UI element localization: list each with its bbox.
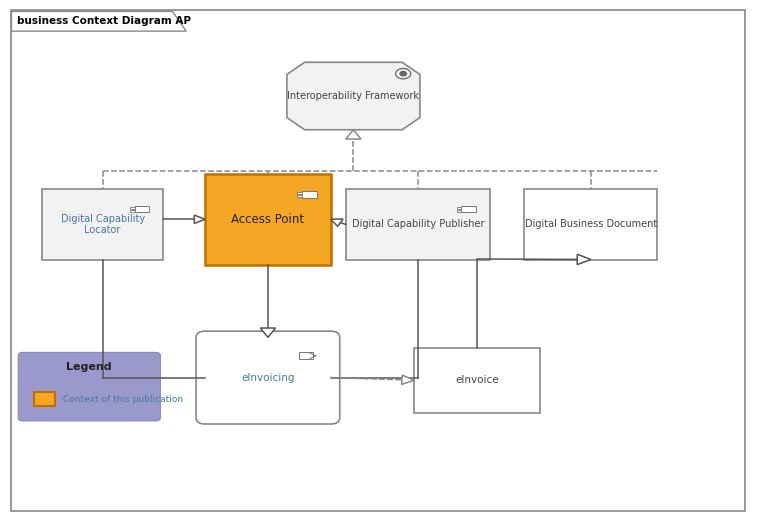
FancyBboxPatch shape: [297, 195, 302, 197]
FancyBboxPatch shape: [42, 189, 163, 260]
Polygon shape: [195, 215, 205, 223]
Polygon shape: [331, 219, 343, 226]
Text: Access Point: Access Point: [231, 213, 305, 226]
Polygon shape: [346, 130, 361, 139]
Polygon shape: [577, 254, 591, 265]
FancyBboxPatch shape: [11, 10, 745, 511]
FancyBboxPatch shape: [130, 207, 135, 209]
FancyBboxPatch shape: [297, 192, 302, 194]
FancyBboxPatch shape: [196, 331, 340, 424]
FancyBboxPatch shape: [299, 352, 312, 359]
Polygon shape: [401, 375, 414, 385]
FancyBboxPatch shape: [457, 207, 461, 209]
FancyBboxPatch shape: [135, 206, 149, 212]
Text: Context of this publication: Context of this publication: [63, 394, 183, 404]
Text: Digital Capability Publisher: Digital Capability Publisher: [352, 220, 484, 229]
Text: eInvoicing: eInvoicing: [241, 373, 295, 383]
FancyBboxPatch shape: [414, 348, 540, 413]
Text: Interoperability Framework: Interoperability Framework: [287, 91, 420, 101]
FancyBboxPatch shape: [130, 210, 135, 212]
Polygon shape: [260, 328, 276, 337]
Text: business Context Diagram AP: business Context Diagram AP: [17, 16, 192, 26]
FancyBboxPatch shape: [34, 392, 55, 406]
FancyBboxPatch shape: [524, 189, 657, 260]
FancyBboxPatch shape: [461, 206, 476, 212]
Polygon shape: [287, 62, 420, 130]
FancyBboxPatch shape: [205, 174, 331, 265]
Text: Legend: Legend: [66, 362, 112, 372]
Text: Digital Business Document: Digital Business Document: [524, 220, 657, 229]
Polygon shape: [11, 11, 186, 31]
Text: Digital Capability
Locator: Digital Capability Locator: [61, 214, 144, 235]
Circle shape: [400, 72, 407, 76]
FancyBboxPatch shape: [18, 352, 160, 421]
FancyBboxPatch shape: [457, 210, 461, 212]
FancyBboxPatch shape: [302, 191, 317, 198]
FancyBboxPatch shape: [346, 189, 490, 260]
Text: eInvoice: eInvoice: [455, 375, 499, 385]
